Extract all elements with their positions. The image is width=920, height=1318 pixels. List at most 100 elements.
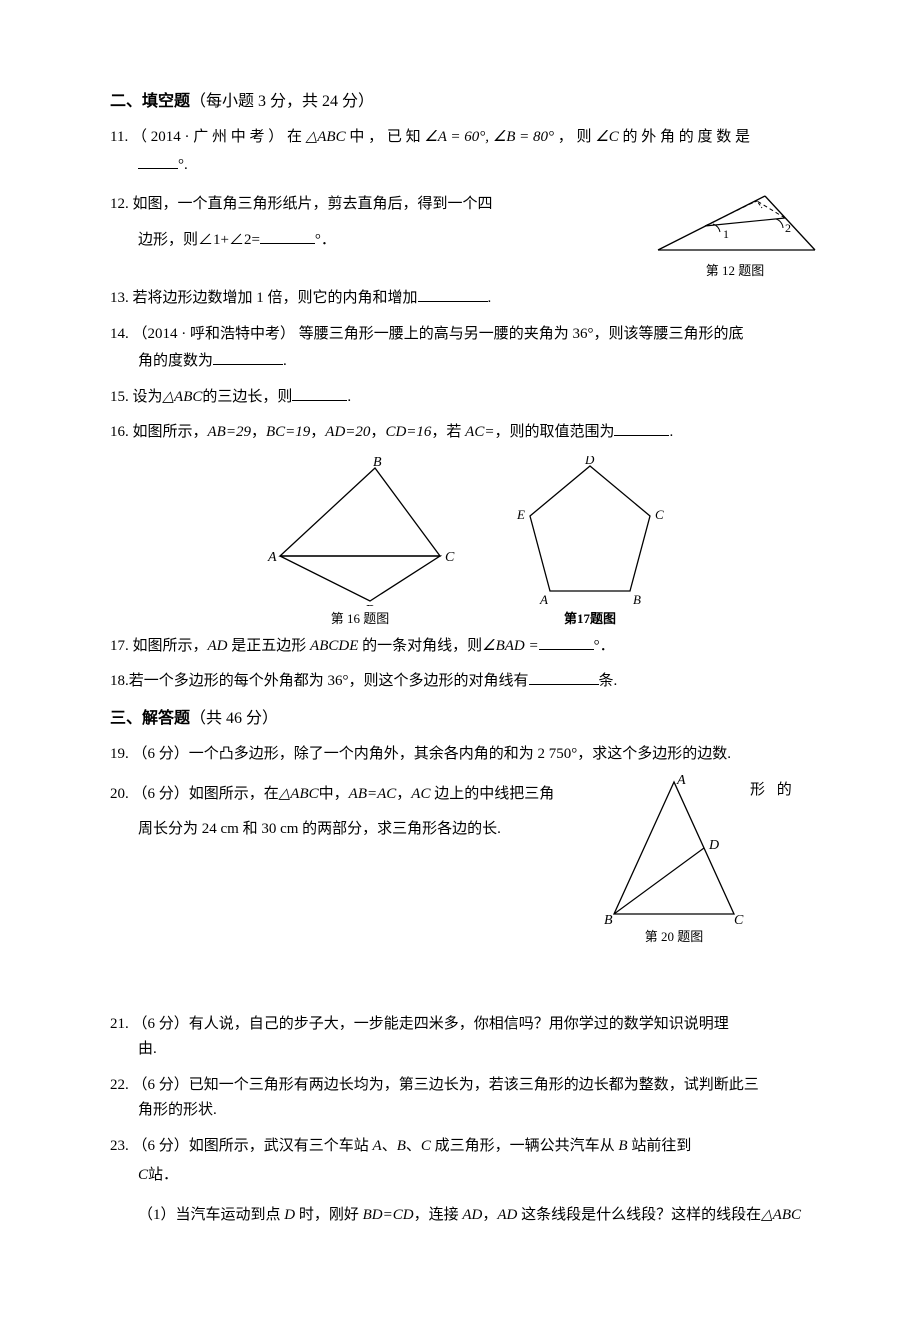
svg-text:1: 1 xyxy=(723,227,729,241)
q17-text-c: 的一条对角线，则 xyxy=(358,638,482,654)
fig12-caption: 第 12 题图 xyxy=(650,260,820,282)
q23-C2: C xyxy=(138,1167,148,1183)
fig16-C: C xyxy=(445,550,455,565)
q16-seg2: BC=19 xyxy=(266,424,310,440)
question-21: 21. （6 分）有人说，自己的步子大，一步能走四米多，你相信吗？用你学过的数学… xyxy=(110,1012,820,1063)
fig16-D: D xyxy=(364,603,375,606)
q13-tail: . xyxy=(488,290,492,306)
q20-text-a: （6 分）如图所示，在 xyxy=(133,786,279,802)
question-23: 23. （6 分）如图所示，武汉有三个车站 A、B、C 成三角形，一辆公共汽车从… xyxy=(110,1134,820,1229)
q23-AD: AD xyxy=(462,1207,482,1223)
section-3-main: 三、解答题 xyxy=(110,710,190,727)
q14-text-b: 角的度数为 xyxy=(138,353,213,369)
fig17-caption: 第17题图 xyxy=(515,608,665,630)
q12-line2: 边形，则∠1+∠2=°． xyxy=(138,228,640,254)
section-2-title: 二、填空题（每小题 3 分，共 24 分） xyxy=(110,88,820,115)
q16-text-a: 如图所示， xyxy=(133,424,208,440)
q20-text-d: 周长分为 24 cm 和 30 cm 的两部分，求三角形各边的长. xyxy=(138,821,501,837)
q22-text-a: （6 分）已知一个三角形有两边长均为，第三边长为，若该三角形的边长都为整数，试判… xyxy=(133,1077,759,1093)
q15-tail: . xyxy=(347,389,351,405)
fig17-C: C xyxy=(655,507,664,522)
figure-row-16-17: A B C D 第 16 题图 D C B A E 第17题图 xyxy=(110,456,820,630)
fig17-A: A xyxy=(539,592,548,606)
question-17: 17. 如图所示，AD 是正五边形 ABCDE 的一条对角线，则∠BAD =°． xyxy=(110,634,820,660)
q15-blank xyxy=(292,385,347,401)
q20-c1: ， xyxy=(396,786,411,802)
question-20-row: 20. （6 分）如图所示，在△ABC中，AB=AC，AC 边上的中线把三角 周… xyxy=(110,778,820,948)
fig20-svg: A B C D xyxy=(604,774,744,924)
svg-text:2: 2 xyxy=(785,221,791,235)
q11-angC: ∠C xyxy=(595,129,618,145)
q11-text-c: ， 则 xyxy=(554,129,595,145)
q17-AD: AD xyxy=(208,638,228,654)
fig17-B: B xyxy=(633,592,641,606)
q23-B2: B xyxy=(618,1138,627,1154)
q23-text-c: 站前往到 xyxy=(628,1138,692,1154)
fig20-caption: 第 20 题图 xyxy=(604,926,744,948)
fig16-svg: A B C D xyxy=(265,456,455,606)
q23-sub1-d: ， xyxy=(482,1207,497,1223)
q23-num: 23. xyxy=(110,1138,129,1154)
fig16-B: B xyxy=(373,456,382,470)
q20-eq1: AB=AC xyxy=(349,786,397,802)
q23-text-d: 站． xyxy=(148,1167,178,1183)
q12-text-a: 如图，一个直角三角形纸片，剪去直角后，得到一个四 xyxy=(133,196,493,212)
q21-text-a: （6 分）有人说，自己的步子大，一步能走四米多，你相信吗？用你学过的数学知识说明… xyxy=(133,1016,729,1032)
q22-num: 22. xyxy=(110,1077,129,1093)
q20-trail: 形 的 xyxy=(744,778,820,804)
q11-text-a: （ 2014 · 广 州 中 考 ） 在 xyxy=(132,129,306,145)
q21-num: 21. xyxy=(110,1016,129,1032)
q23-sub1-a: （1）当汽车运动到点 xyxy=(138,1207,284,1223)
q14-text-a: （2014 · 呼和浩特中考） 等腰三角形一腰上的高与另一腰的夹角为 36°，则… xyxy=(133,326,744,342)
q11-text-b: 中 ， 已 知 xyxy=(346,129,425,145)
fig17-D: D xyxy=(584,456,595,467)
q14-tail: . xyxy=(283,353,287,369)
q18-blank xyxy=(529,669,599,685)
q20-tri: △ABC xyxy=(279,786,319,802)
q17-ang: ∠BAD = xyxy=(482,638,538,654)
question-15: 15. 设为△ABC的三边长，则. xyxy=(110,385,820,411)
q11-text-d: 的 外 角 的 度 数 是 xyxy=(619,129,750,145)
q23-AD2: AD xyxy=(497,1207,517,1223)
q16-seg3: AD=20 xyxy=(325,424,370,440)
q15-text-a: 设为 xyxy=(133,389,163,405)
q20-text-b: 中， xyxy=(319,786,349,802)
q23-sub1: （1）当汽车运动到点 D 时，刚好 BD=CD，连接 AD，AD 这条线段是什么… xyxy=(138,1203,820,1229)
section-3-paren: （共 46 分） xyxy=(190,710,278,727)
question-12-row: 12. 如图，一个直角三角形纸片，剪去直角后，得到一个四 边形，则∠1+∠2=°… xyxy=(110,188,820,282)
q16-c1: ， xyxy=(251,424,266,440)
question-11: 11. （ 2014 · 广 州 中 考 ） 在 △ABC 中 ， 已 知 ∠A… xyxy=(110,125,820,178)
q20-num: 20. xyxy=(110,786,129,802)
q11-blank xyxy=(138,153,178,169)
q16-c2: ， xyxy=(310,424,325,440)
q13-blank xyxy=(418,286,488,302)
question-16: 16. 如图所示，AB=29，BC=19，AD=20，CD=16，若 AC=，则… xyxy=(110,420,820,446)
q17-num: 17. xyxy=(110,638,129,654)
section-2-paren: （每小题 3 分，共 24 分） xyxy=(190,93,374,110)
q16-text-b: ，则的取值范围为 xyxy=(494,424,614,440)
q23-sub1-e: 这条线段是什么线段？这样的线段在 xyxy=(517,1207,761,1223)
q11-tri: △ABC xyxy=(306,129,346,145)
figure-12: 1 2 第 12 题图 xyxy=(650,188,820,282)
q11-eqA: ∠A = 60°, xyxy=(424,129,489,145)
q18-tail: 条. xyxy=(599,673,618,689)
q16-seg1: AB=29 xyxy=(208,424,251,440)
q20-line2: 周长分为 24 cm 和 30 cm 的两部分，求三角形各边的长. xyxy=(138,817,604,843)
q23-text-b: 成三角形，一辆公共汽车从 xyxy=(431,1138,619,1154)
q12-num: 12. xyxy=(110,196,129,212)
fig16-caption: 第 16 题图 xyxy=(265,608,455,630)
q12-blank xyxy=(260,228,315,244)
q16-c4: ，若 xyxy=(431,424,465,440)
q23-sub1-b: 时，刚好 xyxy=(295,1207,363,1223)
q20-eq2: AC xyxy=(411,786,430,802)
q17-tail: °． xyxy=(594,638,615,654)
q17-blank xyxy=(539,634,594,650)
q16-seg5: AC= xyxy=(465,424,494,440)
fig17-svg: D C B A E xyxy=(515,456,665,606)
q18-text-a: 若一个多边形的每个外角都为 36°，则这个多边形的对角线有 xyxy=(129,673,529,689)
q18-num: 18. xyxy=(110,673,129,689)
question-19: 19. （6 分）一个凸多边形，除了一个内角外，其余各内角的和为 2 750°，… xyxy=(110,742,820,768)
fig20-C: C xyxy=(734,913,744,924)
q16-tail: . xyxy=(669,424,673,440)
q13-text: 若将边形边数增加 1 倍，则它的内角和增加 xyxy=(129,290,418,306)
